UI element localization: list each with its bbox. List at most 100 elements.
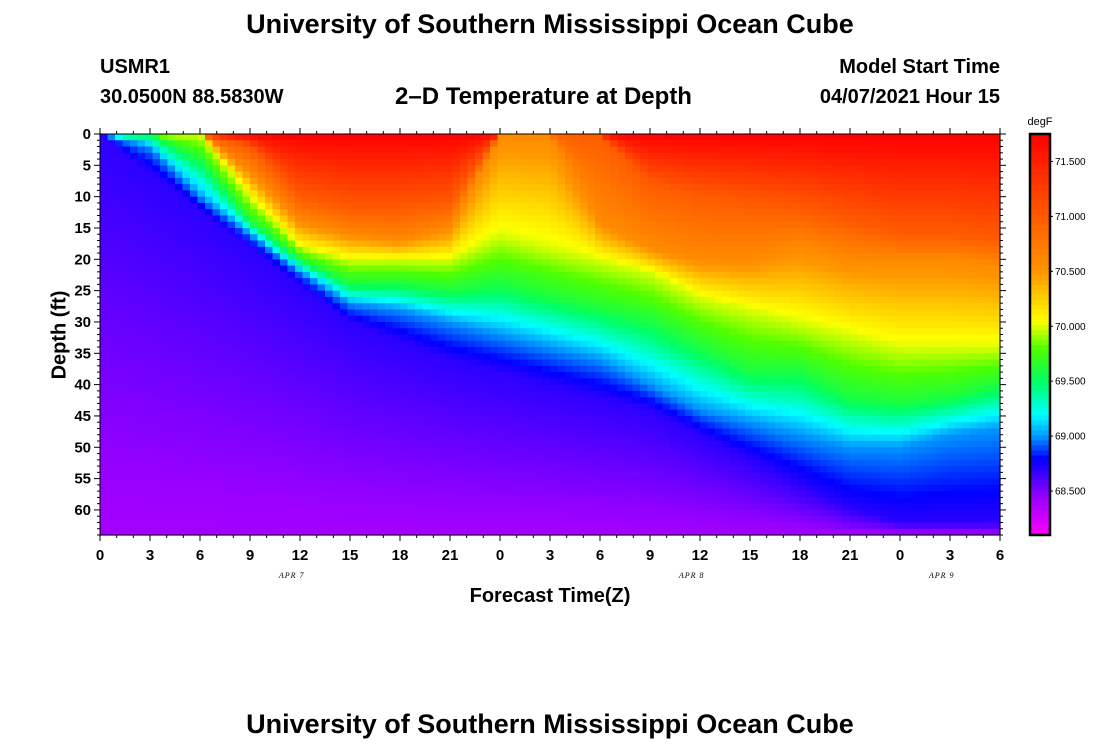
heatmap-cell bbox=[565, 434, 574, 442]
heatmap-cell bbox=[212, 134, 221, 141]
heatmap-cell bbox=[580, 321, 589, 329]
heatmap-cell bbox=[182, 321, 191, 329]
heatmap-cell bbox=[332, 215, 341, 223]
heatmap-cell bbox=[182, 378, 191, 386]
heatmap-cell bbox=[242, 447, 251, 455]
heatmap-cell bbox=[610, 328, 619, 336]
heatmap-cell bbox=[505, 403, 514, 411]
heatmap-cell bbox=[355, 184, 364, 191]
heatmap-cell bbox=[527, 234, 536, 242]
heatmap-cell bbox=[130, 271, 139, 279]
heatmap-cell bbox=[287, 478, 296, 486]
heatmap-cell bbox=[512, 340, 521, 348]
heatmap-cell bbox=[280, 466, 289, 473]
heatmap-cell bbox=[497, 472, 506, 480]
heatmap-cell bbox=[557, 459, 566, 467]
heatmap-cell bbox=[332, 497, 341, 505]
heatmap-cell bbox=[640, 165, 649, 173]
heatmap-cell bbox=[662, 284, 671, 292]
heatmap-cell bbox=[497, 441, 506, 448]
heatmap-cell bbox=[430, 328, 439, 336]
heatmap-cell bbox=[205, 253, 214, 260]
heatmap-cell bbox=[407, 466, 416, 473]
heatmap-cell bbox=[557, 227, 566, 235]
heatmap-cell bbox=[617, 221, 626, 229]
heatmap-cell bbox=[167, 334, 176, 342]
heatmap-cell bbox=[572, 372, 581, 379]
heatmap-cell bbox=[197, 171, 206, 179]
heatmap-cell bbox=[647, 384, 656, 392]
heatmap-cell bbox=[317, 215, 326, 223]
heatmap-cell bbox=[332, 265, 341, 273]
heatmap-cell bbox=[670, 184, 679, 191]
heatmap-cell bbox=[100, 309, 109, 317]
heatmap-cell bbox=[257, 390, 266, 398]
heatmap-cell bbox=[227, 397, 236, 405]
heatmap-cell bbox=[227, 303, 236, 311]
heatmap-cell bbox=[212, 234, 221, 242]
heatmap-cell bbox=[130, 372, 139, 379]
heatmap-cell bbox=[250, 434, 259, 442]
heatmap-cell bbox=[347, 334, 356, 342]
heatmap-cell bbox=[257, 309, 266, 317]
heatmap-cell bbox=[257, 509, 266, 517]
heatmap-cell bbox=[400, 202, 409, 210]
heatmap-cell bbox=[212, 390, 221, 398]
heatmap-cell bbox=[572, 478, 581, 486]
heatmap-cell bbox=[250, 240, 259, 248]
heatmap-cell bbox=[535, 522, 544, 530]
heatmap-cell bbox=[107, 315, 116, 323]
heatmap-cell bbox=[212, 503, 221, 511]
heatmap-cell bbox=[535, 491, 544, 499]
heatmap-cell bbox=[572, 196, 581, 204]
heatmap-cell bbox=[370, 227, 379, 235]
heatmap-cell bbox=[355, 234, 364, 242]
heatmap-cell bbox=[392, 140, 401, 148]
heatmap-cell bbox=[415, 328, 424, 336]
heatmap-cell bbox=[190, 497, 199, 505]
heatmap-cell bbox=[475, 202, 484, 210]
heatmap-cell bbox=[640, 428, 649, 436]
heatmap-cell bbox=[160, 190, 169, 198]
heatmap-cell bbox=[190, 240, 199, 248]
heatmap-cell bbox=[257, 372, 266, 379]
heatmap-cell bbox=[167, 378, 176, 386]
heatmap-cell bbox=[340, 340, 349, 348]
heatmap-cell bbox=[235, 334, 244, 342]
heatmap-cell bbox=[542, 372, 551, 379]
heatmap-cell bbox=[107, 165, 116, 173]
heatmap-cell bbox=[677, 209, 686, 217]
heatmap-cell bbox=[212, 177, 221, 185]
heatmap-cell bbox=[617, 378, 626, 386]
heatmap-cell bbox=[130, 303, 139, 311]
heatmap-cell bbox=[617, 215, 626, 223]
heatmap-cell bbox=[107, 340, 116, 348]
heatmap-cell bbox=[542, 478, 551, 486]
heatmap-cell bbox=[520, 422, 529, 430]
heatmap-cell bbox=[137, 347, 146, 354]
heatmap-cell bbox=[482, 528, 491, 536]
heatmap-cell bbox=[610, 359, 619, 367]
heatmap-cell bbox=[430, 384, 439, 392]
heatmap-cell bbox=[265, 253, 274, 260]
heatmap-cell bbox=[572, 447, 581, 455]
heatmap-cell bbox=[212, 227, 221, 235]
heatmap-cell bbox=[347, 503, 356, 511]
heatmap-cell bbox=[332, 202, 341, 210]
heatmap-cell bbox=[100, 334, 109, 342]
heatmap-cell bbox=[385, 516, 394, 524]
heatmap-cell bbox=[130, 165, 139, 173]
heatmap-cell bbox=[130, 215, 139, 223]
heatmap-cell bbox=[332, 240, 341, 248]
heatmap-cell bbox=[542, 215, 551, 223]
heatmap-cell bbox=[182, 159, 191, 166]
heatmap-cell bbox=[152, 522, 161, 530]
heatmap-cell bbox=[302, 303, 311, 311]
heatmap-cell bbox=[295, 359, 304, 367]
heatmap-cell bbox=[520, 441, 529, 448]
heatmap-cell bbox=[497, 140, 506, 148]
heatmap-cell bbox=[520, 365, 529, 373]
heatmap-cell bbox=[467, 309, 476, 317]
heatmap-cell bbox=[422, 378, 431, 386]
heatmap-cell bbox=[497, 528, 506, 536]
